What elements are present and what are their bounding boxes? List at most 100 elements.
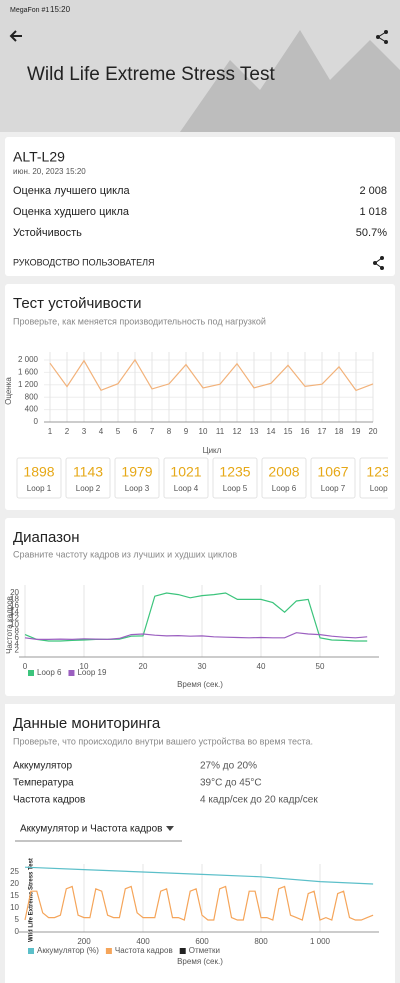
y-tick-label: 2	[15, 646, 20, 655]
x-tick-label: 18	[335, 427, 344, 436]
y-tick-label: 0	[34, 417, 39, 426]
guide-link[interactable]: РУКОВОДСТВО ПОЛЬЗОВАТЕЛЯ	[13, 257, 155, 267]
x-tick-label: 15	[284, 427, 293, 436]
legend-swatch	[28, 670, 34, 676]
row-value: 50.7%	[356, 227, 387, 239]
loop-score: 1979	[121, 464, 152, 480]
x-tick-label: 5	[116, 427, 121, 436]
row-label: Аккумулятор	[13, 761, 72, 772]
row-value: 1 018	[359, 206, 387, 218]
section-title: Диапазон	[13, 529, 80, 546]
loop-score: 1067	[317, 464, 348, 480]
x-tick-label: 2	[65, 427, 70, 436]
x-tick-label: 14	[267, 427, 276, 436]
device: ALT-L29	[13, 149, 65, 165]
legend-label: Отметки	[189, 946, 220, 955]
legend-swatch	[179, 948, 186, 954]
carrier: MegaFon #1	[10, 7, 49, 14]
y-tick-label: 0	[15, 927, 20, 936]
y-tick-label: 6	[15, 633, 20, 642]
loop-label: Loop 2	[76, 484, 101, 493]
y-tick-label: 18	[10, 595, 19, 604]
loop-label: Loop 4	[174, 484, 199, 493]
loop-score: 1898	[23, 464, 54, 480]
x-tick-label: 11	[216, 427, 225, 436]
series-line	[24, 866, 374, 885]
x-tick-label: 13	[250, 427, 259, 436]
section-title: Тест устойчивости	[13, 295, 142, 312]
x-tick-label: 19	[352, 427, 361, 436]
x-tick-label: 20	[139, 662, 148, 671]
x-tick-label: 7	[150, 427, 155, 436]
y-tick-label: 10	[10, 620, 19, 629]
y-tick-label: 400	[25, 405, 39, 414]
x-tick-label: 400	[136, 937, 150, 946]
y-tick-label: 20	[10, 588, 19, 597]
row-value: 27% до 20%	[200, 761, 257, 772]
card	[5, 704, 395, 983]
section-subtitle: Проверьте, что происходило внутри вашего…	[13, 736, 313, 746]
y-tick-label: 2 000	[18, 355, 39, 364]
series-line	[24, 885, 374, 921]
loop-card	[114, 457, 160, 499]
page-title: Wild Life Extreme Stress Test	[27, 64, 276, 85]
x-tick-label: 1	[48, 427, 53, 436]
x-tick-label: 4	[99, 427, 104, 436]
section-title: Данные мониторинга	[13, 715, 161, 732]
legend-label: Аккумулятор (%)	[37, 946, 99, 955]
row-label: Температура	[13, 778, 74, 789]
share-button[interactable]	[373, 256, 384, 270]
x-tick-label: 50	[316, 662, 325, 671]
dropdown[interactable]: Аккумулятор и Частота кадров	[20, 824, 162, 835]
loop-label: Loop 6	[272, 484, 297, 493]
y-tick-label: 8	[15, 627, 20, 636]
y-tick-label: 10	[10, 903, 19, 912]
loop-card	[212, 457, 258, 499]
x-tick-label: 17	[318, 427, 327, 436]
y-tick-label: 1 200	[18, 380, 39, 389]
series-line	[24, 592, 368, 642]
section-subtitle: Сравните частоту кадров из лучших и худш…	[13, 549, 237, 559]
header-art	[180, 30, 400, 132]
loop-label: Loop 5	[223, 484, 248, 493]
y-tick-label: 12	[10, 614, 19, 623]
loop-score: 1021	[170, 464, 201, 480]
legend-swatch	[105, 948, 112, 954]
row-label: Устойчивость	[13, 227, 82, 239]
dropdown-arrow[interactable]	[166, 826, 174, 831]
row-label: Частота кадров	[13, 795, 85, 806]
x-tick-label: 20	[369, 427, 378, 436]
loop-score: 1230	[366, 464, 397, 480]
section-subtitle: Проверьте, как меняется производительнос…	[13, 316, 266, 326]
x-tick-label: 0	[23, 662, 28, 671]
x-tick-label: 9	[184, 427, 189, 436]
loop-score: 1143	[73, 464, 103, 480]
legend-swatch	[28, 948, 34, 954]
series-line	[49, 358, 374, 392]
row-value: 4 кадр/сек до 20 кадр/сек	[200, 795, 318, 806]
card	[5, 518, 395, 696]
x-axis-label: Время (сек.)	[177, 957, 223, 966]
x-tick-label: 40	[257, 662, 266, 671]
row-label: Оценка лучшего цикла	[13, 185, 130, 197]
x-tick-label: 12	[233, 427, 242, 436]
share-button[interactable]	[376, 30, 388, 44]
back-button[interactable]	[9, 30, 22, 42]
row-value: 2 008	[359, 185, 387, 197]
x-axis-label: Время (сек.)	[177, 680, 223, 689]
loop-card	[310, 457, 356, 499]
legend-label: Loop 6	[37, 668, 62, 677]
loop-label: Loop 8	[370, 484, 395, 493]
y-axis-label: Wild Life Extreme Stress Test	[29, 858, 35, 942]
loop-card	[359, 457, 388, 499]
y-tick-label: 25	[10, 867, 19, 876]
x-tick-label: 30	[198, 662, 207, 671]
y-axis-label: Частота кадров	[5, 596, 14, 654]
x-tick-label: 6	[133, 427, 138, 436]
x-tick-label: 200	[77, 937, 91, 946]
y-tick-label: 16	[10, 601, 19, 610]
x-tick-label: 10	[199, 427, 208, 436]
loop-label: Loop 1	[27, 484, 52, 493]
loop-card	[16, 457, 62, 499]
